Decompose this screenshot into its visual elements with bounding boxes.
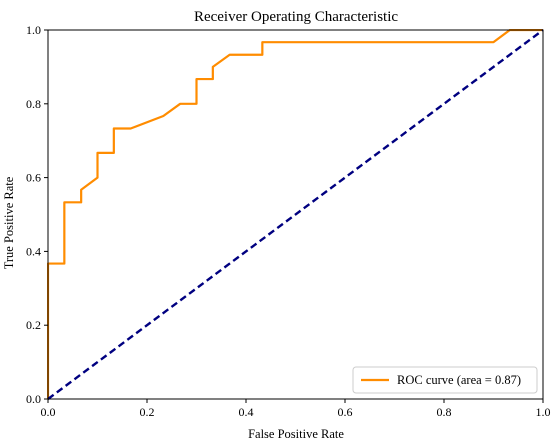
x-tick-label: 0.4 [239,405,254,419]
x-tick-label: 1.0 [536,405,551,419]
y-tick-label: 0.8 [26,97,41,111]
y-tick-label: 0.6 [26,171,41,185]
legend-label: ROC curve (area = 0.87) [397,373,521,387]
x-axis-label: False Positive Rate [248,427,344,441]
legend-box [352,366,538,394]
y-tick-label: 0.4 [26,244,41,258]
x-tick-label: 0.8 [437,405,452,419]
y-axis-label: True Positive Rate [2,176,16,269]
y-tick-label: 1.0 [26,23,41,37]
x-tick-label: 0.6 [338,405,353,419]
chart-title: Receiver Operating Characteristic [194,9,398,25]
axes-frame [47,29,544,400]
y-tick-label: 0.0 [26,392,41,406]
y-tick-label: 0.2 [26,318,41,332]
legend: ROC curve (area = 0.87) [352,366,538,394]
chance-diagonal-line [47,29,544,400]
roc-curve-line [47,29,543,399]
x-tick-label: 0.2 [140,405,155,419]
plot-area: 0.0 0.2 0.4 0.6 0.8 1.0 0.0 0.2 0.4 0.6 0.8 1.0 [26,23,551,419]
x-tick-label: 0.0 [41,405,56,419]
